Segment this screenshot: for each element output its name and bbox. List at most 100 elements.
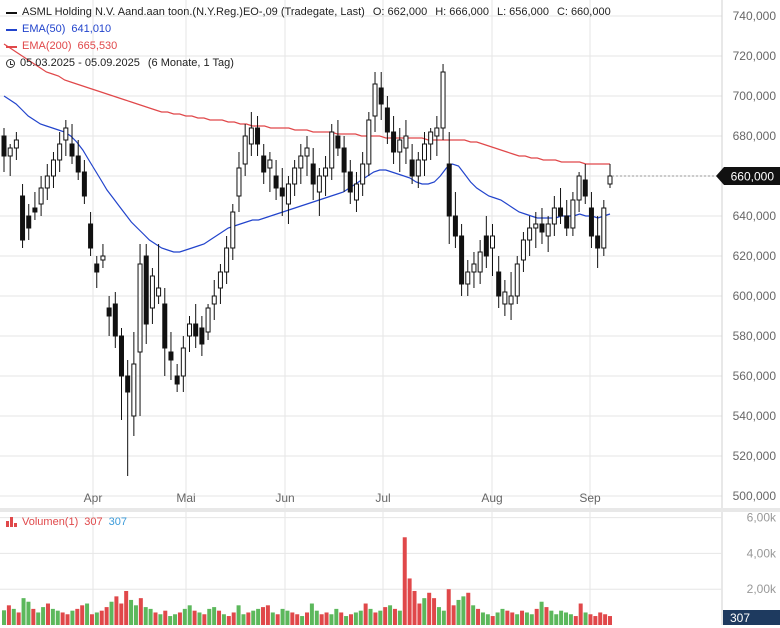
volume-bar — [265, 605, 270, 625]
volume-bar — [608, 616, 612, 625]
volume-bar — [251, 610, 256, 625]
candle-body-down — [94, 263, 100, 273]
volume-bar — [114, 596, 119, 625]
candle-body-up — [440, 71, 446, 129]
volume-bar — [383, 607, 388, 625]
volume-bar — [202, 614, 207, 625]
high-value: 666,000 — [449, 6, 489, 18]
legend-range-row[interactable]: 05.03.2025 - 05.09.2025 (6 Monate, 1 Tag… — [6, 55, 611, 72]
volume-bar — [6, 605, 11, 625]
volume-bar — [334, 608, 339, 625]
volume-value-blue: 307 — [108, 516, 127, 528]
volume-bar — [124, 590, 129, 625]
candle-body-up — [576, 175, 582, 201]
volume-bar — [16, 612, 21, 625]
candle-body-down — [588, 207, 594, 237]
candle-body-up — [477, 251, 483, 273]
candle-body-down — [347, 171, 353, 193]
volume-bar — [65, 614, 70, 625]
volume-bar — [392, 608, 397, 625]
close-value: 660,000 — [570, 6, 611, 18]
volume-bar — [436, 607, 441, 625]
volume-bar — [461, 596, 466, 625]
volume-bar — [129, 599, 134, 625]
volume-bar — [417, 603, 422, 625]
candle-body-down — [199, 327, 205, 345]
candle-body-up — [224, 247, 230, 273]
volume-bar — [319, 614, 324, 625]
volume-bar — [133, 605, 138, 625]
low-value: 656,000 — [509, 6, 549, 18]
volume-bar — [280, 608, 285, 625]
candle-body-down — [378, 87, 384, 105]
volume-bars-icon — [6, 517, 17, 527]
price-axis-label: 580,000 — [733, 329, 777, 343]
legend-ema200-row[interactable]: EMA(200) 665,530 — [6, 38, 611, 55]
candle-body-up — [514, 263, 520, 297]
price-axis-label: 560,000 — [733, 369, 777, 383]
candle-body-up — [502, 291, 508, 305]
candle-body-up — [217, 271, 223, 289]
volume-bar — [55, 610, 60, 625]
volume-bar — [212, 607, 217, 625]
volume-bar — [339, 612, 344, 625]
volume-bar — [554, 614, 559, 625]
volume-bar — [593, 616, 598, 625]
panel-separator — [0, 508, 780, 512]
legend-ema50-row[interactable]: EMA(50) 641,010 — [6, 21, 611, 38]
candle-body-down — [384, 107, 390, 133]
price-axis-label: 680,000 — [733, 129, 777, 143]
candle-body-down — [255, 127, 261, 145]
volume-bar — [534, 608, 539, 625]
volume-label: Volumen(1) — [22, 516, 79, 528]
volume-bar — [236, 605, 241, 625]
instrument-name: ASML Holding N.V. Aand.aan toon.(N.Y.Reg… — [22, 6, 365, 18]
volume-bar — [564, 612, 569, 625]
volume-bar — [412, 590, 417, 625]
chart-legend: ASML Holding N.V. Aand.aan toon.(N.Y.Reg… — [6, 4, 611, 72]
volume-bar — [31, 608, 36, 625]
volume-bar — [358, 610, 363, 625]
candle-body-up — [236, 167, 242, 197]
candle-body-up — [187, 323, 193, 337]
volume-bar — [99, 610, 104, 625]
volume-bar — [80, 605, 85, 625]
candle-body-down — [118, 335, 124, 377]
volume-bar — [344, 616, 349, 625]
candle-body-down — [106, 307, 112, 317]
volume-bar — [290, 612, 295, 625]
candle-body-down — [409, 159, 415, 177]
candle-body-up — [131, 363, 137, 417]
ema200-value: 665,530 — [77, 40, 118, 52]
volume-bar — [407, 578, 412, 625]
candle-body-down — [75, 155, 81, 173]
volume-axis-label: 2,00k — [747, 582, 777, 596]
price-axis-label: 520,000 — [733, 449, 777, 463]
volume-bar — [217, 610, 222, 625]
volume-bar — [295, 614, 300, 625]
price-axis-label: 720,000 — [733, 49, 777, 63]
volume-bar — [495, 612, 500, 625]
volume-legend: Volumen(1) 307 307 — [6, 516, 127, 528]
volume-bar — [539, 601, 544, 625]
volume-bar — [173, 614, 178, 625]
volume-bar — [309, 603, 314, 625]
candle-body-down — [125, 375, 131, 393]
volume-bar — [520, 610, 525, 625]
volume-bar — [2, 610, 6, 625]
volume-bar — [36, 612, 41, 625]
volume-bar — [549, 610, 554, 625]
candle-body-down — [193, 323, 199, 337]
price-axis-label: 700,000 — [733, 89, 777, 103]
ema50-label: EMA(50) — [22, 23, 66, 35]
volume-bar — [26, 601, 31, 625]
month-axis-label: Mai — [176, 491, 195, 505]
volume-bar — [275, 614, 280, 625]
volume-bar — [363, 603, 368, 625]
candle-body-up — [428, 131, 434, 145]
candle-body-up — [137, 263, 143, 353]
candle-body-down — [1, 135, 7, 157]
volume-bar — [85, 603, 90, 625]
candle-body-up — [490, 235, 496, 249]
